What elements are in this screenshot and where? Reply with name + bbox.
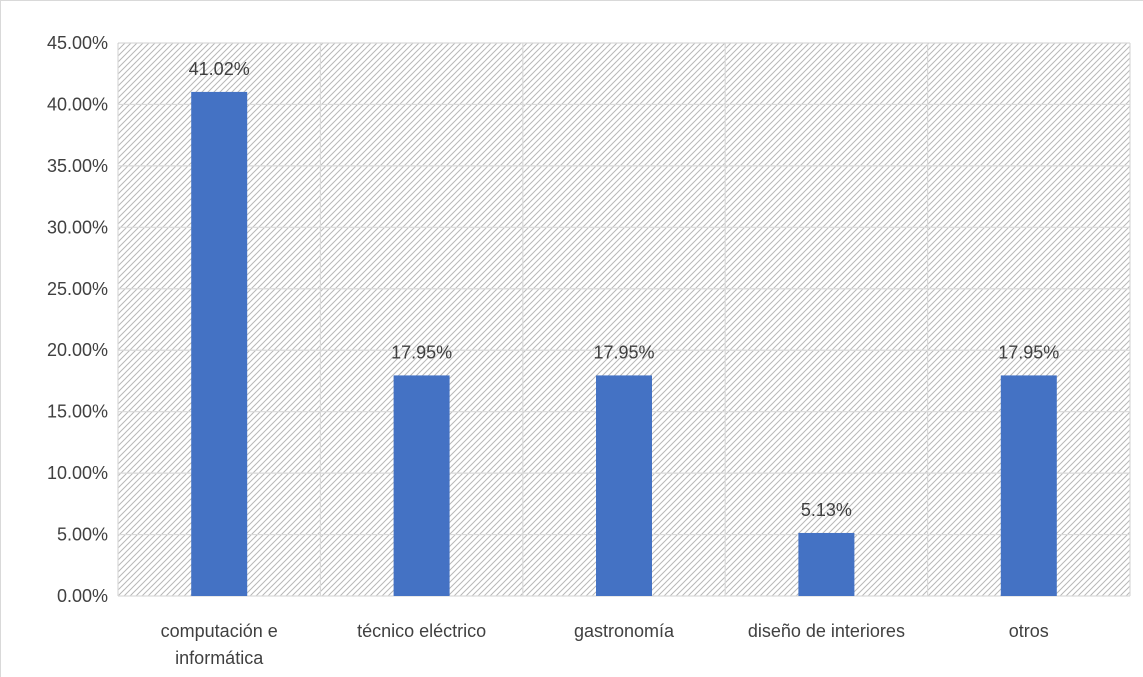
bar	[191, 92, 247, 596]
x-tick-label: otros	[1009, 621, 1049, 641]
x-tick-label-line: computación e	[161, 621, 278, 641]
y-tick-label: 30.00%	[47, 217, 108, 237]
y-tick-label: 25.00%	[47, 279, 108, 299]
x-tick-label-line: diseño de interiores	[748, 621, 905, 641]
x-tick-label-line: otros	[1009, 621, 1049, 641]
x-tick-label: computación e informática	[161, 621, 278, 668]
x-tick-label: técnico eléctrico	[357, 621, 486, 641]
y-tick-label: 45.00%	[47, 33, 108, 53]
y-tick-label: 20.00%	[47, 340, 108, 360]
x-tick-label-line: técnico eléctrico	[357, 621, 486, 641]
y-tick-label: 10.00%	[47, 463, 108, 483]
bar-data-label: 5.13%	[801, 500, 852, 520]
y-tick-label: 0.00%	[57, 586, 108, 606]
bar	[596, 375, 652, 596]
bar	[798, 533, 854, 596]
x-tick-label-line: informática	[175, 648, 264, 668]
bar-data-label: 17.95%	[391, 342, 452, 362]
bar	[394, 375, 450, 596]
x-tick-label: diseño de interiores	[748, 621, 905, 641]
x-axis-ticks: computación e informática técnico eléctric…	[161, 621, 1049, 668]
x-tick-label: gastronomía	[574, 621, 675, 641]
bar-data-label: 41.02%	[189, 59, 250, 79]
y-tick-label: 15.00%	[47, 402, 108, 422]
y-tick-label: 40.00%	[47, 94, 108, 114]
bar-data-label: 17.95%	[593, 342, 654, 362]
y-tick-label: 5.00%	[57, 525, 108, 545]
y-axis-ticks: 0.00% 5.00% 10.00% 15.00% 20.00% 25.00% 30.00%…	[47, 33, 108, 606]
y-tick-label: 35.00%	[47, 156, 108, 176]
bar-data-label: 17.95%	[998, 342, 1059, 362]
bar	[1001, 375, 1057, 596]
x-tick-label-line: gastronomía	[574, 621, 675, 641]
